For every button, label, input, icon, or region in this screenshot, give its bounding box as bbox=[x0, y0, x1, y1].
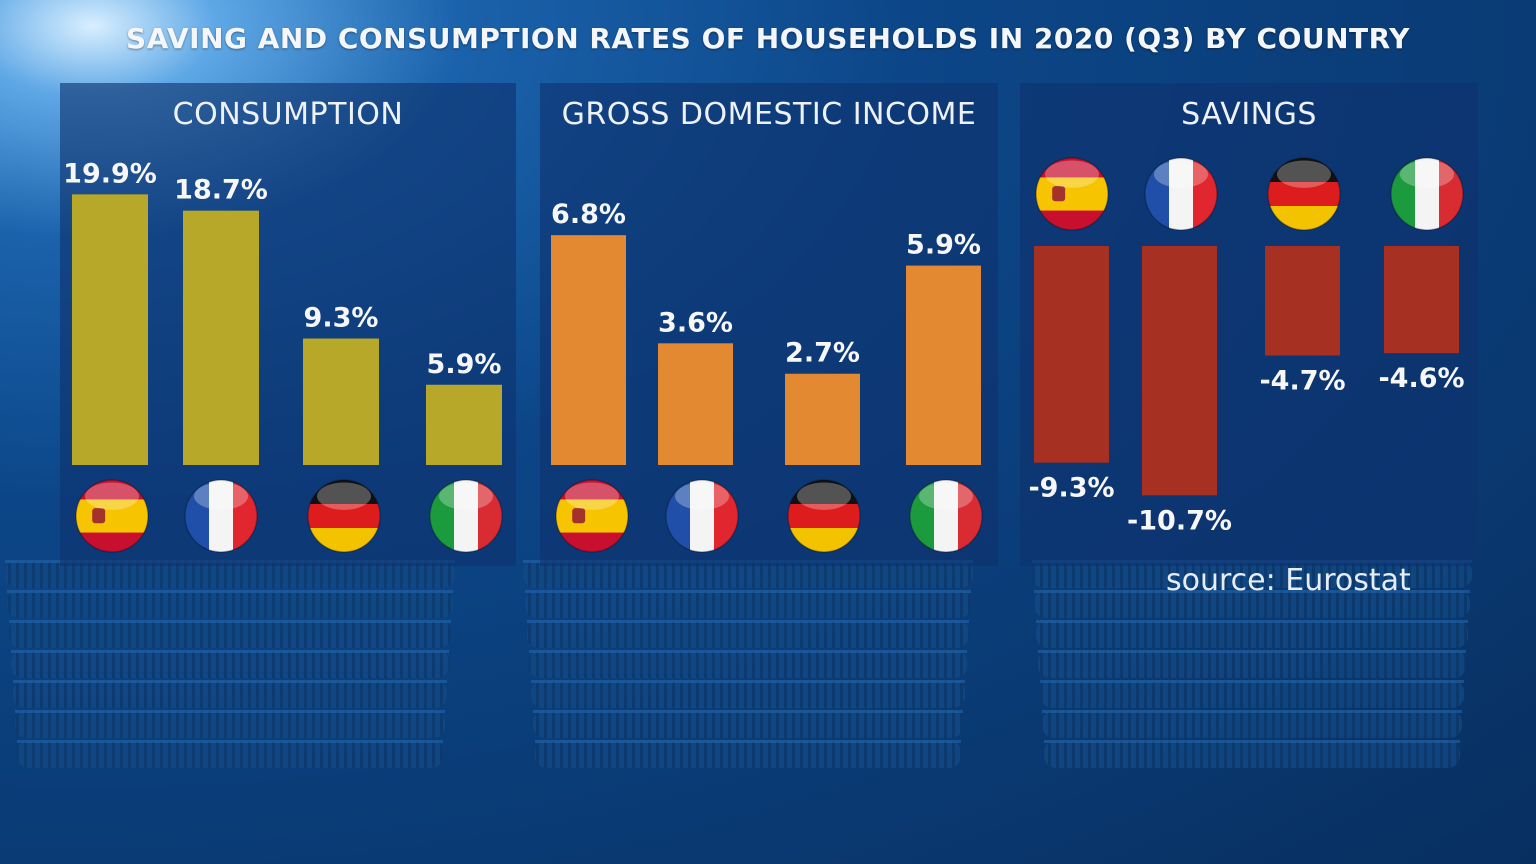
gdi-label-france: 3.6% bbox=[658, 307, 733, 338]
savings-flag-italy-icon bbox=[1390, 157, 1464, 231]
gdi-panel: GROSS DOMESTIC INCOME 6.8% 3.6% 2.7% 5.9% bbox=[540, 83, 998, 566]
consumption-flag-france-icon bbox=[184, 479, 258, 553]
savings-title: SAVINGS bbox=[1181, 97, 1317, 132]
savings-bar-spain bbox=[1034, 246, 1109, 463]
savings-bar-germany bbox=[1265, 246, 1340, 356]
consumption-title: CONSUMPTION bbox=[172, 97, 404, 132]
gdi-title: GROSS DOMESTIC INCOME bbox=[561, 97, 977, 132]
consumption-label-germany: 9.3% bbox=[304, 303, 379, 334]
consumption-bar-spain bbox=[72, 194, 148, 466]
savings-flag-spain-icon bbox=[1035, 157, 1109, 231]
gdi-label-spain: 6.8% bbox=[551, 199, 626, 230]
gdi-bar-italy bbox=[906, 265, 981, 465]
consumption-chart: 19.9% 18.7% 9.3% 5.9% bbox=[63, 158, 503, 553]
savings-label-italy: -4.6% bbox=[1378, 363, 1464, 394]
gdi-label-germany: 2.7% bbox=[785, 338, 860, 369]
savings-flag-france-icon bbox=[1144, 157, 1218, 231]
consumption-bar-germany bbox=[303, 338, 379, 465]
savings-bar-france bbox=[1142, 246, 1217, 496]
gdi-flag-france-icon bbox=[665, 479, 739, 553]
consumption-flag-germany-icon bbox=[307, 479, 381, 553]
gdi-flag-spain-icon bbox=[555, 479, 629, 553]
gdi-flag-germany-icon bbox=[787, 479, 861, 553]
savings-label-spain: -9.3% bbox=[1028, 473, 1114, 504]
consumption-bar-france bbox=[183, 210, 259, 465]
savings-label-germany: -4.7% bbox=[1259, 366, 1345, 397]
gdi-label-italy: 5.9% bbox=[906, 230, 981, 261]
savings-flag-germany-icon bbox=[1267, 157, 1341, 231]
consumption-label-spain: 19.9% bbox=[63, 158, 157, 189]
consumption-bar-italy bbox=[426, 384, 502, 465]
gdi-chart: 6.8% 3.6% 2.7% 5.9% bbox=[551, 199, 983, 553]
source-note: source: Eurostat bbox=[1166, 563, 1411, 598]
consumption-label-france: 18.7% bbox=[174, 175, 268, 206]
consumption-panel: CONSUMPTION 19.9% 18.7% 9.3% 5.9% bbox=[60, 83, 516, 566]
savings-bar-italy bbox=[1384, 246, 1459, 354]
gdi-bar-france bbox=[658, 343, 733, 465]
savings-label-france: -10.7% bbox=[1127, 505, 1232, 536]
gdi-flag-italy-icon bbox=[909, 479, 983, 553]
consumption-flag-spain-icon bbox=[75, 479, 149, 553]
gdi-bar-germany bbox=[785, 373, 860, 465]
savings-panel: SAVINGS -9.3% -10.7% -4.7% -4.6% bbox=[1020, 83, 1478, 566]
consumption-flag-italy-icon bbox=[429, 479, 503, 553]
consumption-label-italy: 5.9% bbox=[427, 349, 502, 380]
savings-chart: -9.3% -10.7% -4.7% -4.6% bbox=[1028, 157, 1465, 536]
main-title: SAVING AND CONSUMPTION RATES OF HOUSEHOL… bbox=[126, 22, 1410, 55]
gdi-bar-spain bbox=[551, 235, 626, 465]
